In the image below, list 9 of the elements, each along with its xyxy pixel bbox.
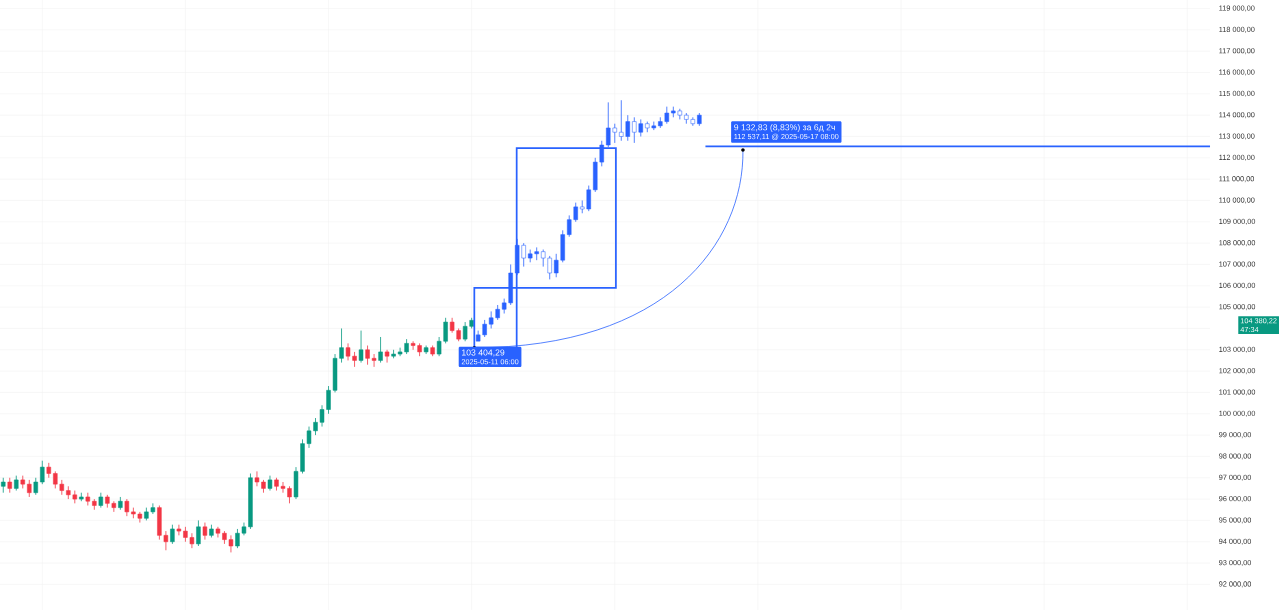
candlestick xyxy=(196,520,201,547)
candlestick xyxy=(358,330,364,363)
annotation: 9 132,83 (8,83%) за 6д 2ч xyxy=(734,124,835,133)
candlestick xyxy=(40,460,45,485)
candlestick xyxy=(378,336,383,363)
candlestick xyxy=(202,522,208,541)
annotation: 103 404,29 xyxy=(462,349,505,357)
candlestick xyxy=(170,524,175,545)
candlestick xyxy=(384,349,390,363)
